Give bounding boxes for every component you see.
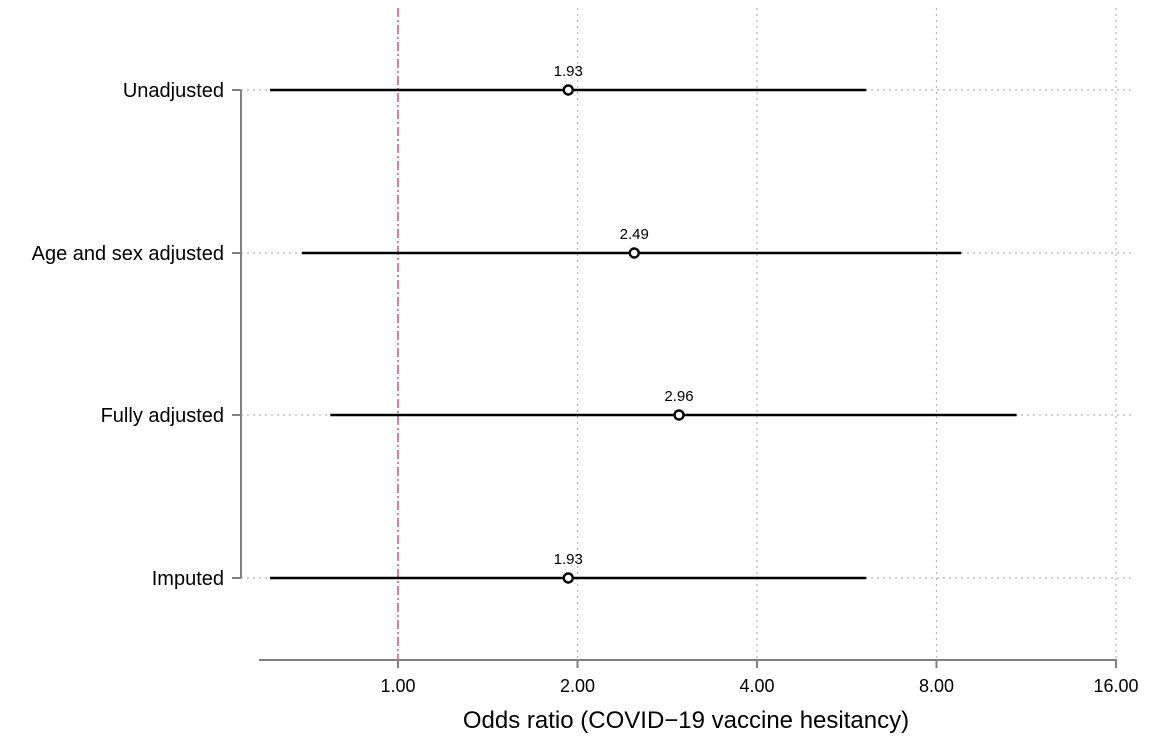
x-tick-label: 8.00 [919,676,954,696]
y-axis: Unadjusted Age and sex adjusted Fully adju… [32,80,242,590]
gridlines [241,8,1134,658]
x-tick-label: 16.00 [1093,676,1138,696]
x-axis-title: Odds ratio (COVID−19 vaccine hesitancy) [463,707,909,734]
point-estimate [673,409,685,421]
y-tick-label: Imputed [152,568,224,590]
point-estimate [628,247,640,259]
estimate-label: 1.93 [554,63,583,80]
plot-marks: 1.93 2.49 2.96 1.93 [269,63,1017,584]
estimate-label: 2.96 [664,388,693,405]
x-axis: 1.00 2.00 4.00 8.00 16.00 [259,659,1139,696]
x-tick-label: 2.00 [560,676,595,696]
estimate-label: 2.49 [620,226,649,243]
y-tick-label: Age and sex adjusted [32,243,224,265]
point-estimate [562,84,574,96]
y-tick-label: Fully adjusted [101,405,224,427]
x-tick-label: 4.00 [739,676,774,696]
estimate-label: 1.93 [554,551,583,568]
point-estimate [562,572,574,584]
x-tick-label: 1.00 [380,676,415,696]
y-tick-label: Unadjusted [123,80,224,102]
